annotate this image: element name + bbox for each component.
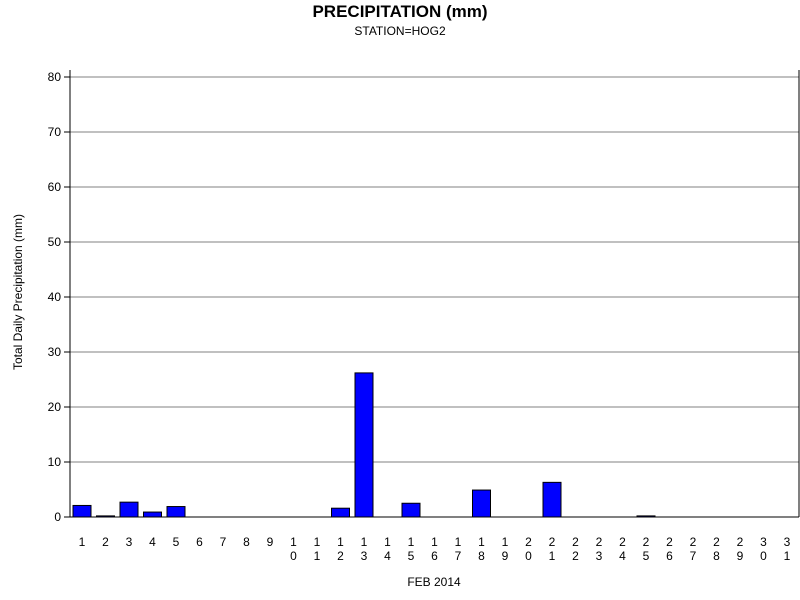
bar-day-21 (542, 481, 562, 518)
y-tick-label: 60 (48, 180, 62, 194)
bar-day-12 (331, 507, 350, 518)
bar-day-1 (72, 504, 92, 518)
y-tick-label: 40 (48, 290, 62, 304)
chart-title: PRECIPITATION (mm) (312, 2, 487, 21)
bar-day-3 (119, 501, 139, 518)
x-tick-label: 3 (126, 535, 133, 549)
y-tick-label: 80 (48, 70, 62, 84)
chart-subtitle: STATION=HOG2 (354, 24, 446, 38)
y-tick-label: 0 (54, 510, 61, 524)
bar-day-13 (354, 372, 374, 518)
bar-day-4 (143, 511, 162, 518)
axes (64, 70, 800, 518)
x-tick-label: 4 (149, 535, 156, 549)
y-tick-label: 30 (48, 345, 62, 359)
x-tick-label: 5 (173, 535, 180, 549)
bar-day-18 (472, 489, 491, 518)
bar-day-5 (166, 506, 186, 518)
x-tick-label: 7 (220, 535, 227, 549)
y-tick-label: 70 (48, 125, 62, 139)
x-axis-label: FEB 2014 (407, 575, 461, 589)
x-tick-label: 2 (102, 535, 109, 549)
y-axis-label: Total Daily Precipitation (mm) (11, 214, 25, 370)
x-tick-label: 9 (267, 535, 274, 549)
grid-lines (70, 76, 799, 463)
y-tick-labels: 0 10 20 30 40 50 60 70 80 (48, 70, 62, 524)
y-tick-label: 10 (48, 455, 62, 469)
x-tick-label: 6 (196, 535, 203, 549)
x-tick-label: 8 (243, 535, 250, 549)
y-tick-label: 20 (48, 400, 62, 414)
x-tick-labels: 1 2 3 4 5 6 7 8 9 1 01 11 21 31 41 51 61 71 81 92 02 12 22 32 42… (79, 535, 791, 563)
x-tick-label: 1 (79, 535, 86, 549)
bars (72, 372, 656, 518)
y-tick-label: 50 (48, 235, 62, 249)
bar-day-15 (401, 502, 421, 518)
